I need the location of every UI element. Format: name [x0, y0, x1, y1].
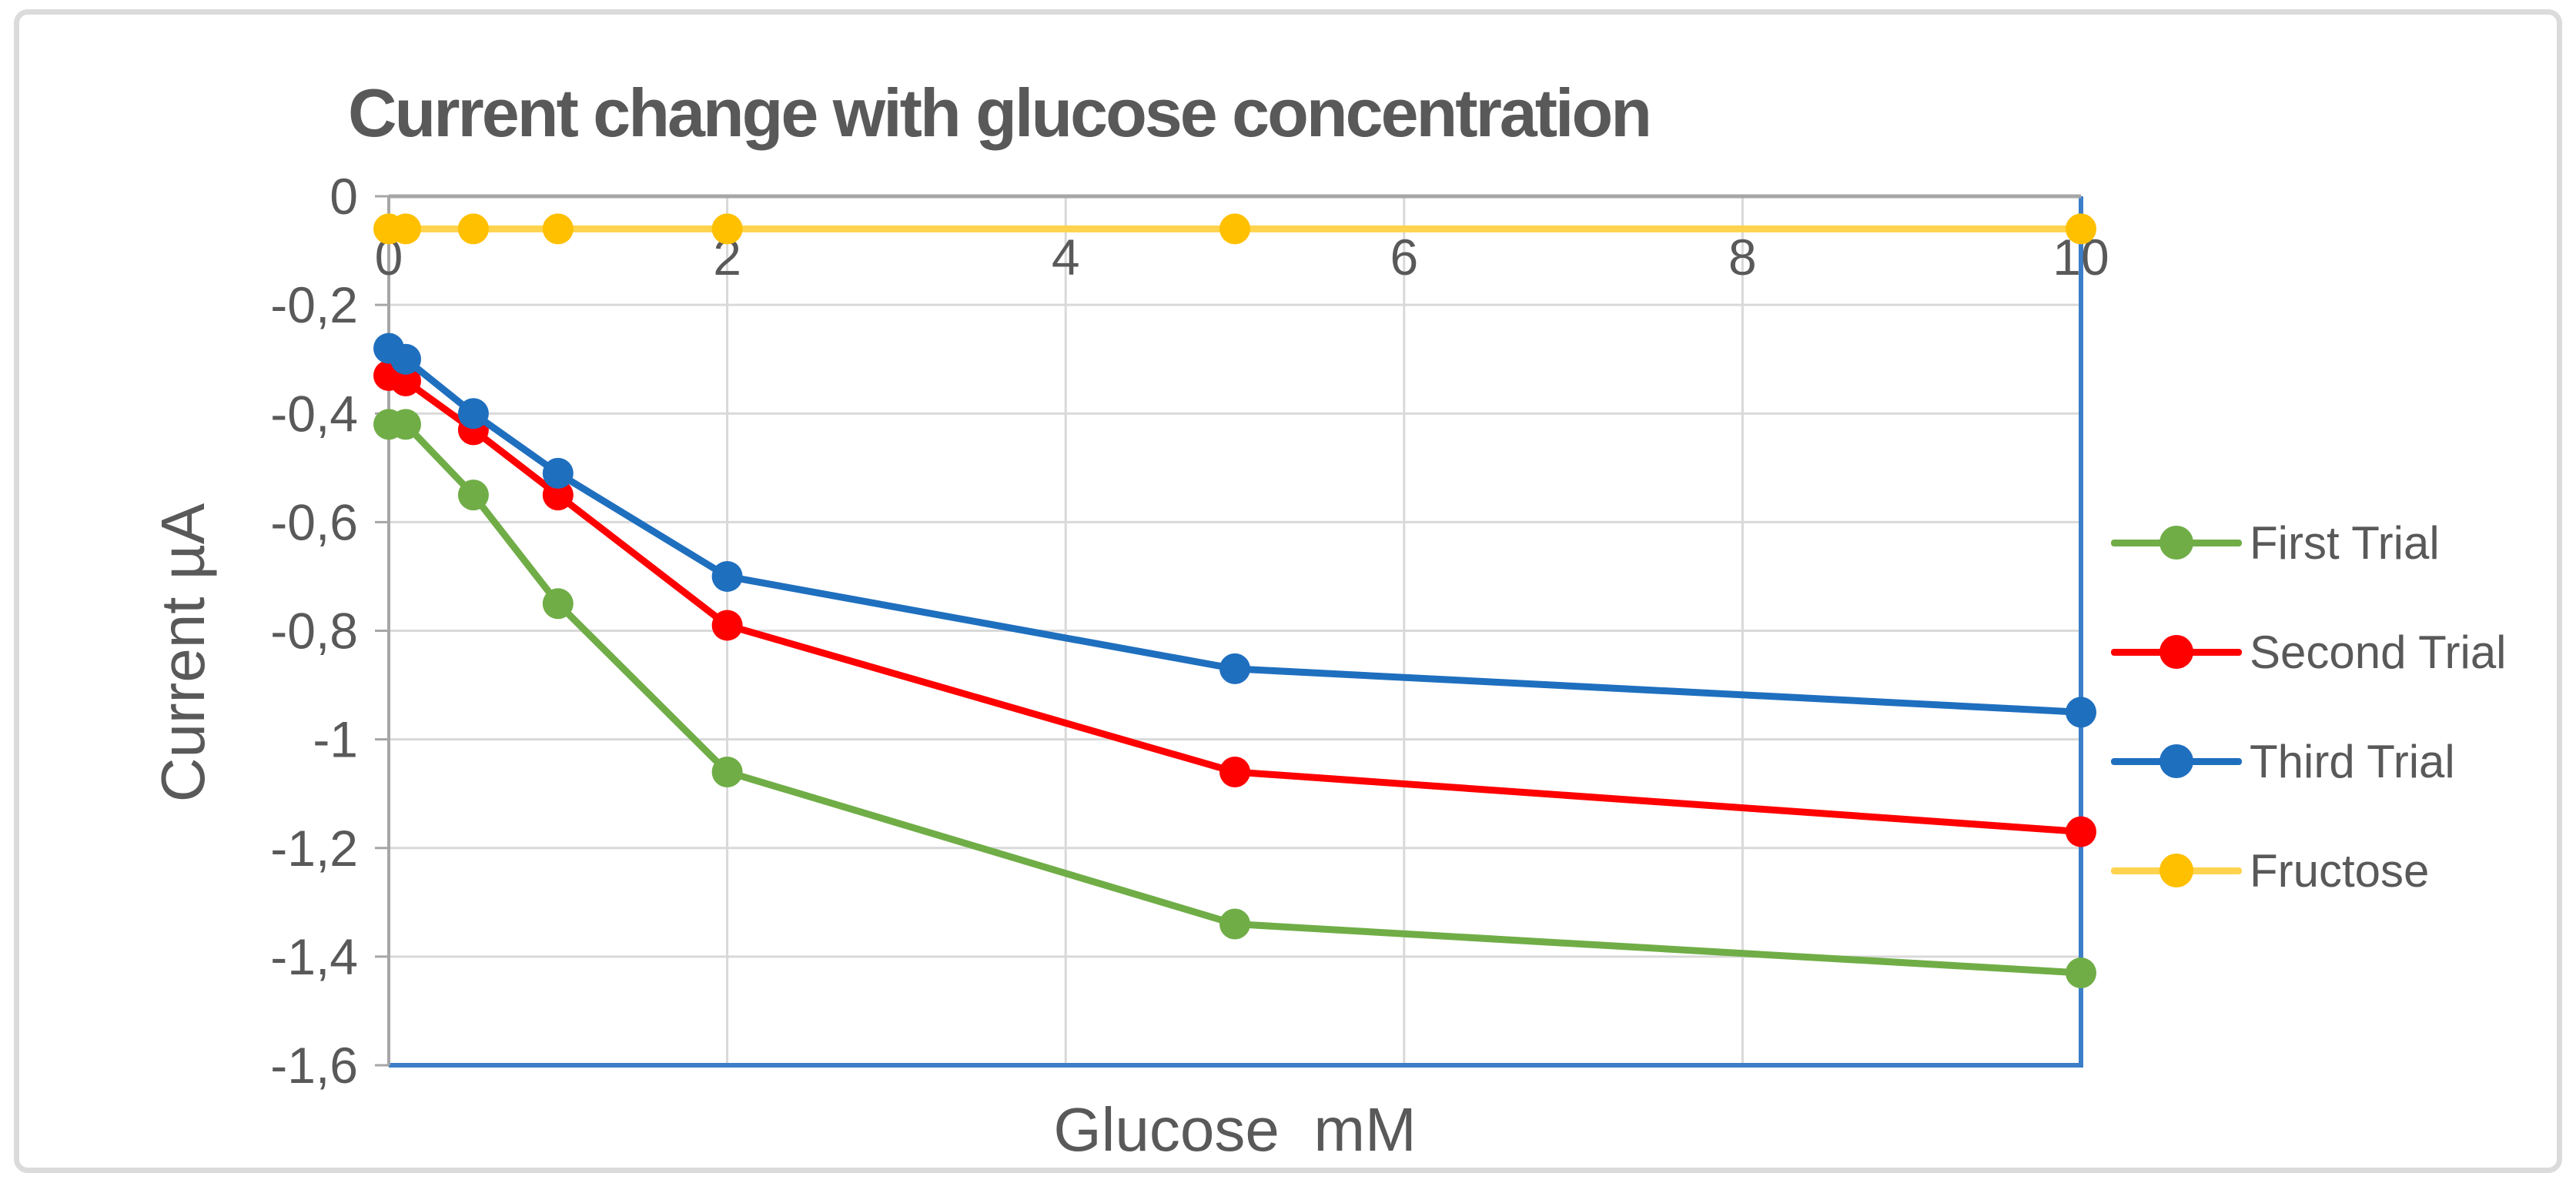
legend-label: Third Trial — [2250, 735, 2455, 787]
data-point-third-trial — [390, 343, 421, 375]
data-point-first-trial — [1219, 908, 1250, 940]
x-tick-label: 8 — [1728, 229, 1757, 286]
legend-label: First Trial — [2250, 516, 2440, 569]
legend-marker-icon — [2159, 854, 2193, 887]
data-point-third-trial — [711, 560, 743, 592]
data-point-first-trial — [711, 756, 743, 787]
data-point-first-trial — [2066, 957, 2096, 989]
data-point-second-trial — [542, 480, 574, 511]
y-tick-label: 0 — [330, 168, 358, 225]
data-point-first-trial — [457, 480, 489, 511]
data-point-third-trial — [1219, 653, 1250, 684]
x-tick-label: 4 — [1052, 229, 1080, 286]
legend-label: Second Trial — [2250, 626, 2507, 678]
y-tick-label: -0,4 — [270, 385, 358, 442]
y-tick-label: -1,6 — [270, 1037, 358, 1094]
data-point-second-trial — [2066, 816, 2096, 847]
legend-item-second-trial: Second Trial — [2111, 597, 2507, 707]
chart-title: Current change with glucose concentratio… — [348, 75, 1652, 151]
chart-outer-frame — [14, 9, 2562, 1173]
data-point-second-trial — [390, 365, 421, 396]
data-point-first-trial — [542, 588, 574, 620]
data-point-third-trial — [457, 398, 489, 429]
data-point-fructose — [390, 213, 421, 245]
y-tick-label: -0,6 — [270, 493, 358, 550]
legend-item-first-trial: First Trial — [2111, 488, 2507, 597]
legend-marker-icon — [2159, 526, 2193, 560]
data-point-fructose — [457, 213, 489, 245]
legend-line-icon — [2111, 635, 2242, 669]
legend-line-icon — [2111, 526, 2242, 560]
x-axis-title: Glucose mM — [1053, 1095, 1417, 1164]
data-point-fructose — [711, 213, 743, 245]
legend-marker-icon — [2159, 744, 2193, 778]
legend-line-icon — [2111, 744, 2242, 778]
y-tick-label: -1,2 — [270, 820, 358, 877]
data-point-third-trial — [2066, 697, 2096, 728]
x-tick-label: 6 — [1390, 229, 1418, 286]
data-point-fructose — [2066, 213, 2096, 245]
data-point-first-trial — [390, 409, 421, 440]
y-tick-label: -1 — [313, 711, 358, 768]
legend-marker-icon — [2159, 635, 2193, 669]
legend-label: Fructose — [2250, 844, 2430, 897]
legend-line-icon — [2111, 854, 2242, 887]
data-point-fructose — [542, 213, 574, 245]
y-tick-label: -1,4 — [270, 928, 358, 985]
y-tick-label: -0,2 — [270, 276, 358, 333]
data-point-fructose — [1219, 213, 1250, 245]
legend-item-fructose: Fructose — [2111, 816, 2507, 925]
data-point-third-trial — [542, 457, 574, 489]
data-point-second-trial — [1219, 756, 1250, 787]
legend-item-third-trial: Third Trial — [2111, 707, 2507, 816]
y-tick-label: -0,8 — [270, 603, 358, 660]
chart-legend: First Trial Second Trial Third Trial Fructo… — [2111, 488, 2507, 925]
data-point-second-trial — [711, 610, 743, 641]
